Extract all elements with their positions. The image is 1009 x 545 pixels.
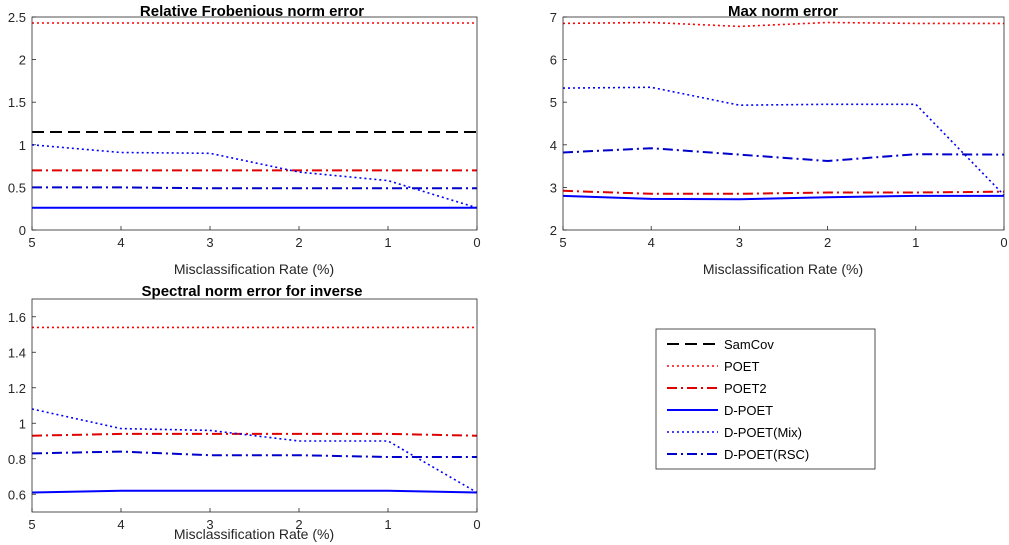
x-axis-label-frobenius: Misclassification Rate (%): [174, 261, 334, 277]
ticks-frobenius: 5 4 3 2 1 0 0 0.5 1 1.5 2 2.5: [8, 10, 481, 250]
x-tick-label: 0: [473, 517, 480, 532]
y-tick-label: 2: [19, 53, 26, 68]
ticks-spectral: 5 4 3 2 1 0 0.6 0.8 1 1.2 1.4 1.6: [8, 310, 481, 532]
y-tick-label: 1: [19, 138, 26, 153]
series-line-d-poet-mix: [31, 144, 478, 209]
y-tick-label: 1.4: [8, 345, 26, 360]
x-tick-label: 1: [384, 235, 391, 250]
y-tick-label: 0.5: [8, 180, 26, 195]
y-tick-label: 6: [550, 53, 557, 68]
axis-box-max-norm: [562, 16, 1005, 231]
series-line-d-poet-rsc: [31, 450, 477, 458]
y-tick-label: 5: [550, 95, 557, 110]
series-line-d-poet-rsc: [562, 147, 1005, 163]
legend-label: D-POET: [724, 403, 773, 418]
x-tick-label: 4: [117, 235, 124, 250]
y-tick-label: 2.5: [8, 10, 26, 25]
y-tick-label: 3: [550, 180, 557, 195]
series-line-poet2: [562, 189, 1005, 195]
series-line-d-poet: [31, 489, 478, 494]
y-tick-label: 0: [19, 223, 26, 238]
series-line-d-poet: [562, 194, 1004, 201]
chart-title-spectral: Spectral norm error for inverse: [142, 283, 363, 300]
y-tick-label: 1: [19, 416, 26, 431]
legend-label: SamCov: [724, 337, 774, 352]
y-tick-label: 0.8: [8, 452, 26, 467]
legend-box: [655, 328, 876, 470]
x-axis-label-max-norm: Misclassification Rate (%): [703, 261, 863, 277]
x-tick-label: 3: [736, 235, 743, 250]
y-tick-label: 2: [550, 223, 557, 238]
x-tick-label: 4: [117, 517, 124, 532]
legend-label: D-POET(RSC): [724, 447, 809, 462]
x-tick-label: 2: [295, 517, 302, 532]
x-tick-label: 3: [206, 517, 213, 532]
x-tick-label: 5: [559, 235, 566, 250]
legend: SamCov POET POET2 D-POET D-POET(Mix) D-POET(R…: [655, 328, 876, 470]
ticks-max-norm: 5 4 3 2 1 0 2 3 4 5 6 7: [550, 10, 1008, 250]
lines-spectral: [31, 326, 478, 494]
lines-frobenius: [31, 22, 478, 209]
x-tick-label: 0: [1000, 235, 1007, 250]
legend-label: POET2: [724, 381, 767, 396]
x-tick-label: 5: [28, 235, 35, 250]
x-tick-label: 2: [824, 235, 831, 250]
chart-spectral: Spectral norm error for inverse 5 4 3 2 1 0 0.…: [8, 283, 481, 542]
series-line-d-poet-mix: [562, 86, 1005, 196]
y-tick-label: 0.6: [8, 487, 26, 502]
series-line-poet: [562, 21, 1004, 28]
y-tick-label: 4: [550, 138, 557, 153]
legend-label: POET: [724, 359, 759, 374]
legend-label: D-POET(Mix): [724, 425, 802, 440]
series-line-poet2: [31, 432, 478, 437]
x-tick-label: 1: [384, 517, 391, 532]
lines-max-norm: [562, 21, 1005, 201]
y-tick-label: 1.6: [8, 310, 26, 325]
series-line-d-poet-rsc: [32, 186, 477, 190]
x-tick-label: 4: [648, 235, 655, 250]
chart-title-max-norm: Max norm error: [728, 3, 838, 20]
chart-title-frobenius: Relative Frobenious norm error: [140, 3, 364, 20]
x-tick-label: 5: [28, 517, 35, 532]
legend-items: SamCov POET POET2 D-POET D-POET(Mix) D-POET(R…: [667, 337, 809, 462]
axis-box-frobenius: [31, 16, 478, 231]
x-tick-label: 0: [473, 235, 480, 250]
x-tick-label: 1: [912, 235, 919, 250]
y-tick-label: 1.2: [8, 381, 26, 396]
x-tick-label: 2: [295, 235, 302, 250]
x-tick-label: 3: [206, 235, 213, 250]
y-tick-label: 7: [550, 10, 557, 25]
axis-box-spectral: [31, 298, 478, 513]
chart-max-norm: Max norm error 5 4 3 2 1 0 2 3 4 5 6 7 Misclassific…: [550, 3, 1008, 277]
chart-frobenius: Relative Frobenious norm error 5 4 3 2 1 0 0 0.…: [8, 3, 481, 277]
y-tick-label: 1.5: [8, 95, 26, 110]
series-line-d-poet-mix: [31, 408, 478, 494]
x-axis-label-spectral: Misclassification Rate (%): [174, 526, 334, 542]
